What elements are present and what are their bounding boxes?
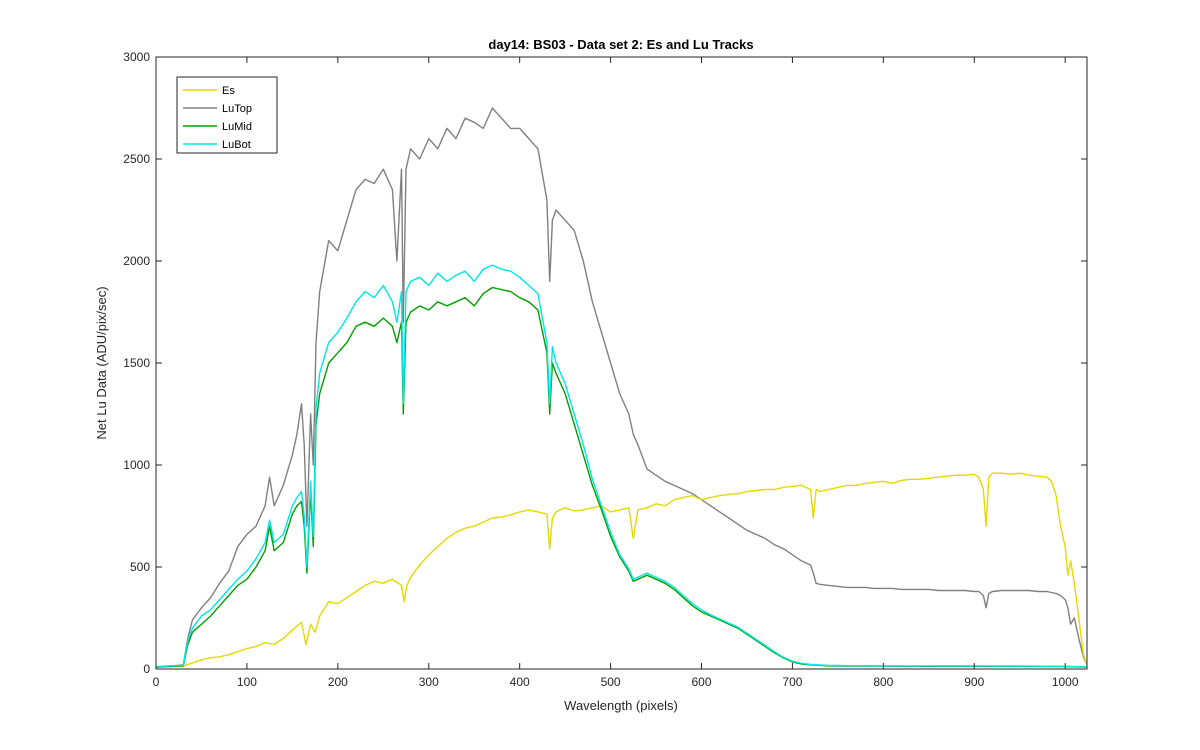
series-line-es — [155, 472, 1088, 668]
legend-label-lumid: LuMid — [222, 121, 252, 133]
x-tick-label: 1000 — [1052, 675, 1079, 689]
x-tick-label: 400 — [510, 675, 530, 689]
chart-title: day14: BS03 - Data set 2: Es and Lu Trac… — [488, 37, 753, 52]
y-axis-label: Net Lu Data (ADU/pix/sec) — [94, 286, 109, 439]
x-tick-label: 800 — [873, 675, 893, 689]
y-tick-label: 2500 — [123, 152, 150, 166]
x-tick-label: 0 — [153, 675, 160, 689]
legend-label-es: Es — [222, 85, 235, 97]
x-tick-label: 200 — [328, 675, 348, 689]
x-tick-label: 700 — [782, 675, 802, 689]
legend: Es LuTop LuMid LuBot — [176, 76, 278, 154]
legend-label-lubot: LuBot — [222, 139, 251, 151]
x-tick-label: 100 — [237, 675, 257, 689]
y-tick-label: 2000 — [123, 254, 150, 268]
x-tick-label: 900 — [964, 675, 984, 689]
x-tick-label: 300 — [419, 675, 439, 689]
y-tick-label: 1000 — [123, 458, 150, 472]
y-tick-label: 3000 — [123, 50, 150, 64]
y-tick-label: 1500 — [123, 356, 150, 370]
tick-layer: 0 100 200 300 400 500 600 700 800 900 1000 0 500 1000… — [123, 50, 1087, 689]
y-tick-label: 0 — [143, 662, 150, 676]
x-tick-label: 600 — [691, 675, 711, 689]
x-tick-label: 500 — [601, 675, 621, 689]
series-line-lubot — [155, 264, 1088, 668]
legend-label-lutop: LuTop — [222, 103, 252, 115]
series-line-lutop — [155, 107, 1088, 668]
series-layer — [155, 107, 1088, 668]
x-axis-label: Wavelength (pixels) — [564, 698, 678, 713]
plot-area — [156, 57, 1087, 669]
y-tick-label: 500 — [130, 560, 150, 574]
